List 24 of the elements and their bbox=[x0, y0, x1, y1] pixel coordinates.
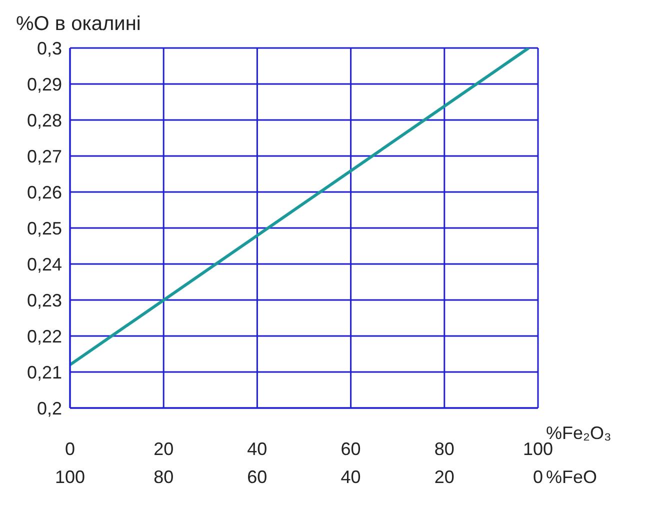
y-tick-label: 0,25 bbox=[26, 218, 62, 238]
x2-tick-label: 80 bbox=[154, 467, 174, 487]
x2-tick-label: 100 bbox=[54, 467, 86, 487]
x-tick-label: 40 bbox=[247, 438, 268, 459]
y-tick-label: 0,29 bbox=[26, 74, 62, 94]
x-tick-label: 80 bbox=[434, 438, 454, 459]
x2-axis-title: %FeO bbox=[546, 467, 598, 487]
x-tick-label: 60 bbox=[340, 438, 361, 459]
x2-tick-label: 20 bbox=[434, 467, 454, 487]
x2-tick-label: 60 bbox=[247, 467, 268, 487]
y-tick-label: 0,2 bbox=[36, 398, 62, 418]
y-tick-label: 0,28 bbox=[26, 110, 62, 130]
x-tick-label: 20 bbox=[154, 438, 174, 459]
y-tick-label: 0,26 bbox=[26, 182, 62, 202]
y-tick-label: 0,21 bbox=[26, 362, 62, 382]
x2-tick-label: 0 bbox=[532, 467, 544, 487]
y-tick-label: 0,3 bbox=[36, 38, 62, 58]
y-tick-label: 0,22 bbox=[26, 326, 62, 346]
y-tick-label: 0,27 bbox=[26, 146, 62, 166]
x2-tick-label: 40 bbox=[340, 467, 361, 487]
y-axis-title: %O в окалині bbox=[16, 13, 141, 35]
x-tick-label: 0 bbox=[64, 438, 76, 459]
y-tick-label: 0,23 bbox=[26, 290, 62, 310]
y-tick-label: 0,24 bbox=[26, 254, 62, 274]
